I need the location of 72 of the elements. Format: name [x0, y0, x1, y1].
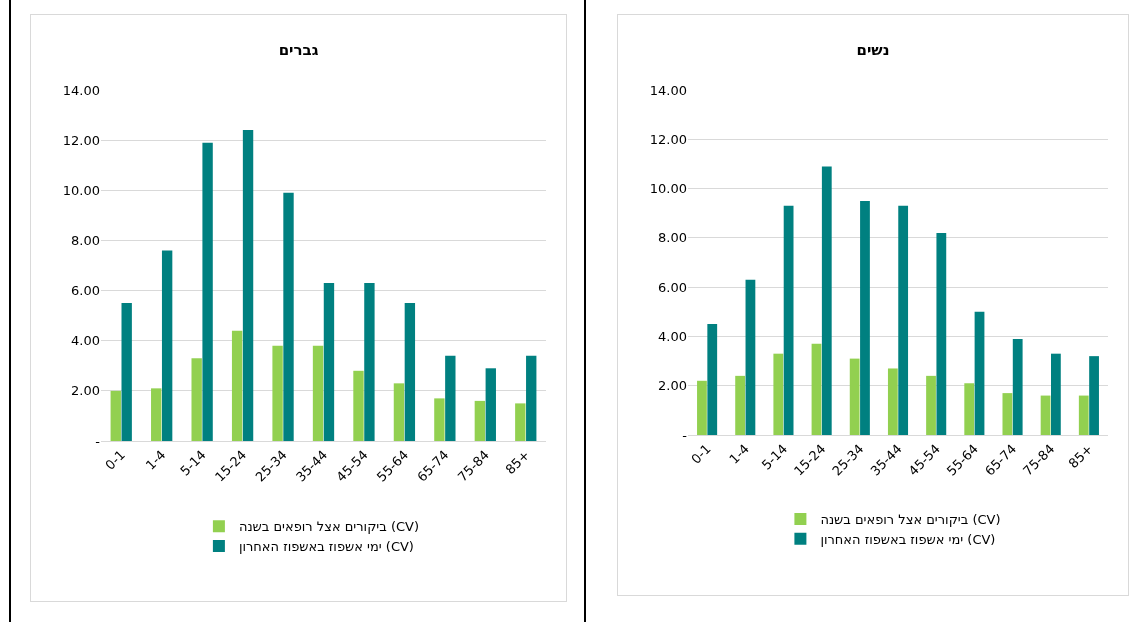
y-tick-label: 4.00 — [658, 328, 687, 344]
bar — [974, 311, 985, 435]
y-tick-label: 10.00 — [62, 182, 100, 198]
bar — [283, 192, 294, 441]
bar — [745, 279, 756, 435]
bar — [404, 303, 416, 441]
bar — [1078, 395, 1089, 435]
y-tick-label: - — [95, 433, 101, 449]
bar — [526, 355, 537, 441]
y-tick-label: 6.00 — [658, 279, 687, 295]
bar — [202, 142, 213, 441]
bar — [151, 388, 162, 441]
bar — [110, 390, 121, 441]
bar — [936, 232, 947, 435]
bar — [161, 250, 173, 441]
x-tick-label: 85+ — [502, 447, 533, 478]
bar — [964, 383, 975, 435]
chart-title: גברים — [278, 40, 319, 59]
bar — [707, 324, 718, 435]
bar — [242, 130, 254, 441]
y-tick-label: 14.00 — [649, 82, 687, 98]
y-tick-label: 8.00 — [658, 230, 687, 246]
chart-title: נשים — [856, 40, 890, 59]
bar — [1040, 395, 1051, 435]
y-tick-label: - — [682, 427, 688, 443]
y-tick-label: 4.00 — [71, 333, 100, 349]
bar — [1012, 338, 1023, 435]
y-tick-label: 2.00 — [658, 378, 687, 394]
y-tick-label: 14.00 — [62, 82, 100, 98]
bar — [272, 345, 283, 441]
bar — [364, 283, 375, 441]
y-tick-label: 10.00 — [649, 181, 687, 197]
bar — [898, 205, 909, 435]
bar — [121, 303, 132, 441]
y-tick-label: 12.00 — [649, 131, 687, 147]
legend-label: ביקורים אצל רופאים בשנה (CV) — [238, 519, 420, 535]
x-tick-label: 1-4 — [726, 441, 752, 467]
bar — [811, 343, 822, 435]
bar — [323, 283, 335, 441]
bar — [735, 375, 746, 435]
bar — [231, 330, 243, 441]
bar — [1002, 393, 1013, 435]
x-tick-label: 0-1 — [688, 441, 714, 467]
legend-label: ימי אשפוז באשפוז האחרון (CV) — [238, 539, 414, 555]
bar — [887, 368, 898, 435]
bar — [849, 358, 860, 435]
legend-label: ביקורים אצל רופאים בשנה (CV) — [820, 512, 1001, 528]
bar — [445, 355, 456, 441]
bar — [515, 403, 526, 441]
bar — [860, 200, 870, 435]
bar — [434, 398, 445, 441]
y-tick-label: 6.00 — [71, 283, 100, 299]
x-tick-label: 1-4 — [142, 447, 169, 473]
legend-label: ימי אשפוז באשפוז האחרון (CV) — [820, 531, 996, 547]
bar — [1089, 356, 1099, 435]
y-tick-label: 2.00 — [71, 383, 100, 399]
bar — [393, 383, 405, 441]
bar — [773, 353, 784, 435]
x-tick-label: 0-1 — [102, 447, 128, 473]
bar — [353, 370, 364, 441]
x-tick-label: 85+ — [1065, 441, 1096, 472]
bar — [926, 375, 936, 435]
bar — [485, 368, 496, 441]
bar — [697, 380, 707, 435]
bar — [312, 345, 324, 441]
bar — [474, 400, 486, 441]
bar — [783, 205, 794, 435]
y-tick-label: 8.00 — [71, 232, 100, 248]
bar — [821, 166, 832, 435]
bar — [1050, 353, 1061, 435]
bar — [191, 358, 202, 441]
y-tick-label: 12.00 — [62, 132, 100, 148]
